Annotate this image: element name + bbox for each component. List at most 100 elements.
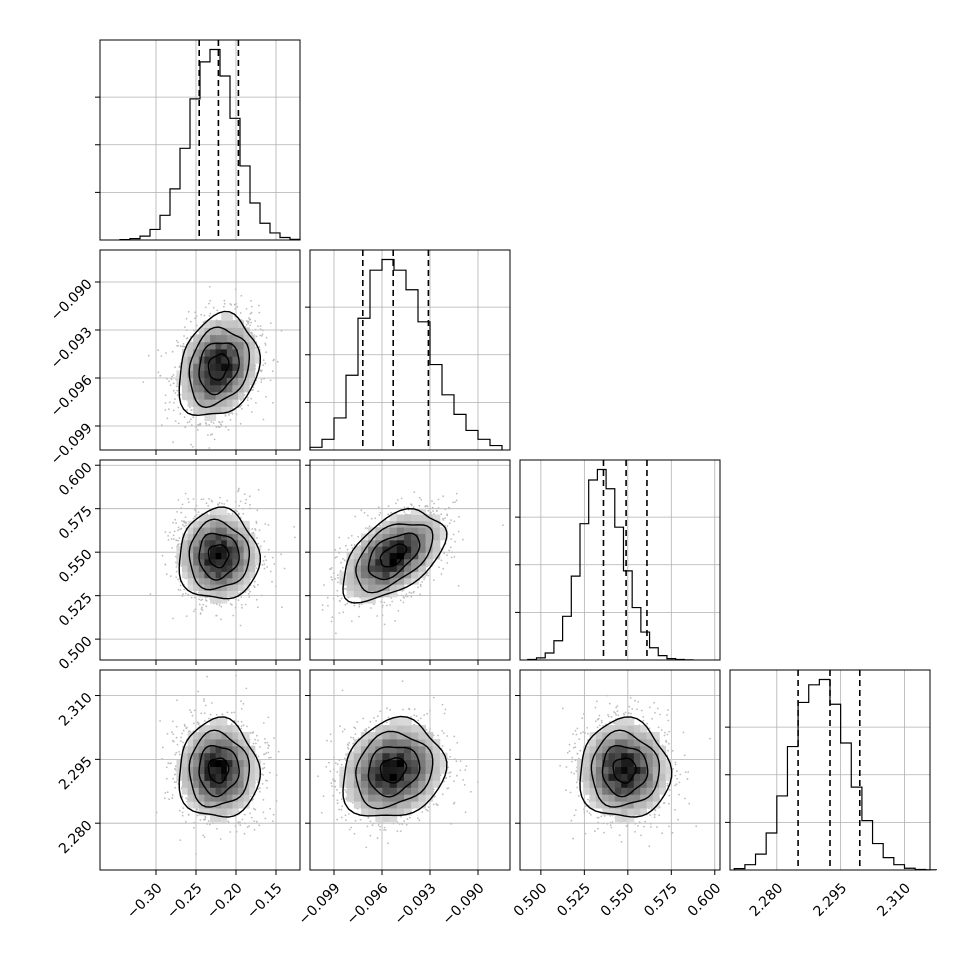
density-block (389, 571, 398, 579)
sample-point (209, 312, 212, 315)
sample-point (442, 495, 445, 498)
sample-point (170, 538, 173, 540)
sample-point (432, 510, 434, 512)
sample-point (241, 606, 243, 609)
sample-point (255, 522, 258, 525)
density-block (238, 527, 245, 534)
sample-point (237, 489, 240, 491)
sample-point (179, 543, 182, 545)
density-block (254, 552, 261, 560)
density-block (226, 590, 233, 598)
sample-point (209, 299, 212, 302)
sample-point (400, 594, 403, 597)
sample-point (168, 401, 171, 404)
sample-point (283, 567, 286, 570)
sample-point (198, 603, 201, 606)
sample-point (257, 606, 259, 609)
density-block (249, 546, 256, 553)
sample-point (182, 524, 184, 526)
density-block (193, 384, 200, 393)
sample-point (223, 503, 226, 505)
density-block (193, 334, 200, 343)
density-block (221, 584, 228, 591)
sample-point (259, 328, 262, 330)
sample-point (403, 506, 406, 509)
sample-point (172, 409, 175, 412)
density-block (382, 558, 391, 566)
density-block (193, 539, 200, 547)
density-block (368, 596, 376, 604)
density-block (375, 590, 383, 598)
sample-point (448, 549, 450, 552)
density-block (221, 552, 228, 560)
density-block (204, 520, 211, 528)
density-block (193, 520, 200, 528)
density-block (221, 313, 228, 321)
density-block (198, 514, 205, 522)
density-block (187, 533, 194, 541)
sample-point (218, 604, 221, 606)
sample-point (157, 371, 160, 374)
sample-point (218, 426, 221, 429)
density-block (193, 377, 200, 386)
density-block (389, 584, 398, 591)
sample-point (181, 595, 184, 597)
density-block (360, 577, 369, 585)
density-block (221, 596, 228, 604)
sample-point (339, 547, 341, 550)
sample-point (253, 586, 256, 589)
sample-point (257, 542, 260, 545)
sample-point (418, 504, 421, 507)
sample-point (239, 500, 242, 503)
sample-point (255, 598, 258, 601)
density-block (360, 584, 369, 591)
sample-point (438, 566, 440, 569)
sample-point (261, 335, 263, 337)
sample-point (264, 523, 267, 525)
contour-0-1-2 (188, 326, 251, 409)
sample-point (172, 382, 175, 384)
density-block (360, 565, 369, 572)
sample-point (226, 499, 229, 502)
sample-point (331, 616, 334, 618)
sample-point (347, 537, 350, 539)
density-block (232, 565, 239, 572)
sample-point (205, 424, 208, 427)
sample-point (444, 508, 447, 511)
sample-point (360, 509, 363, 512)
density-block (346, 584, 355, 591)
sample-point (337, 595, 339, 598)
sample-point (340, 561, 342, 564)
sample-point (179, 345, 182, 348)
density-block (226, 341, 233, 350)
sample-point (197, 456, 199, 458)
density-block (353, 565, 362, 572)
sample-point (337, 577, 339, 579)
sample-point (157, 349, 160, 352)
sample-point (219, 496, 221, 499)
sample-point (255, 402, 257, 404)
density-block (204, 334, 211, 343)
density-block (368, 584, 376, 591)
density-block (193, 546, 200, 553)
density-block (215, 356, 222, 364)
density-block (221, 577, 228, 585)
density-block (243, 363, 250, 371)
sample-point (190, 418, 192, 421)
density-block (368, 546, 376, 553)
sample-point (453, 520, 456, 523)
sample-point (257, 489, 260, 491)
panel-frame-0-2 (99, 459, 301, 661)
sample-point (405, 593, 408, 595)
density-block (204, 590, 211, 598)
sample-point (174, 420, 177, 422)
density-block (232, 552, 239, 560)
density-block (221, 348, 228, 357)
density-block (226, 571, 233, 579)
sample-point (403, 511, 406, 513)
density-block (210, 327, 217, 336)
density-block (221, 558, 228, 566)
density-block (210, 508, 217, 515)
sample-point (248, 596, 251, 598)
sample-point (453, 555, 456, 558)
